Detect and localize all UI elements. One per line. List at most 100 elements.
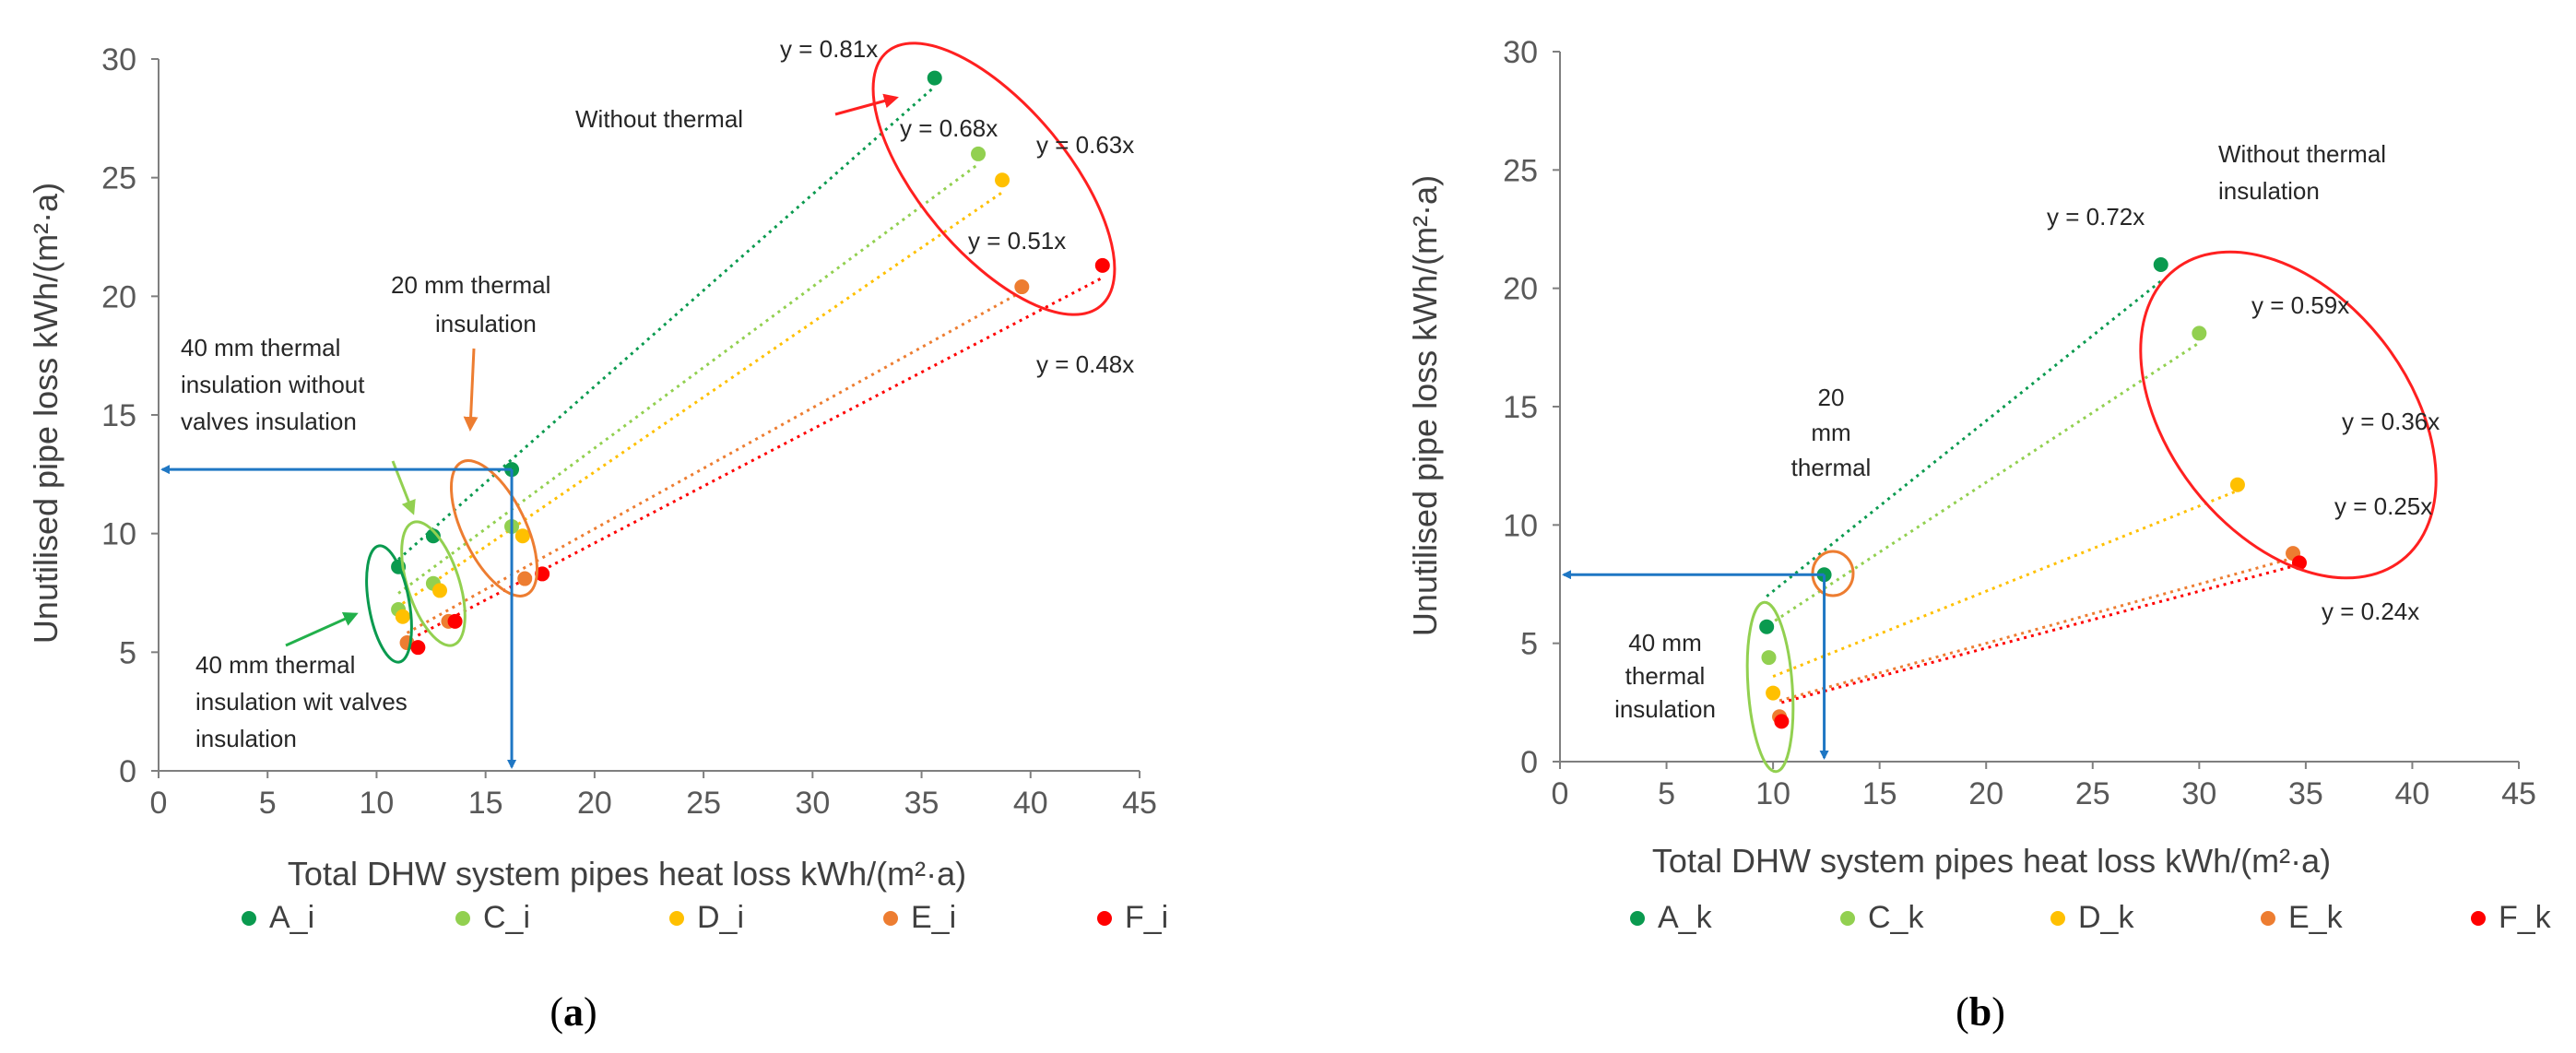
point-F_i xyxy=(1094,257,1110,273)
y-tick-label: 15 xyxy=(101,398,136,433)
trend-label-b-A: y = 0.72x xyxy=(2047,203,2145,231)
40mm-without-valves-label-a: insulation without xyxy=(181,371,365,398)
x-tick-label: 15 xyxy=(1862,776,1897,811)
legend-label-C_i: C_i xyxy=(483,900,530,935)
point-F_i xyxy=(535,566,550,582)
point-A_k xyxy=(1759,619,1775,634)
x-tick-label: 25 xyxy=(686,786,721,821)
trendline-D_i xyxy=(401,191,1003,605)
trend-label-a-A: y = 0.81x xyxy=(780,35,878,63)
trendlines-a xyxy=(397,85,1104,637)
x-tick-label: 5 xyxy=(259,786,277,821)
without-insulation-label-a: Without thermal xyxy=(575,105,743,133)
x-tick-label: 45 xyxy=(2501,776,2536,811)
legend-marker-D_i xyxy=(669,911,684,926)
20mm-insulation-label-b: 20 xyxy=(1818,384,1845,411)
x-tick-label: 10 xyxy=(1755,776,1790,811)
x-tick-label: 15 xyxy=(468,786,503,821)
trendline-F_i xyxy=(417,276,1104,637)
legend-a: A_i C_i D_i E_i F_i xyxy=(242,900,1168,935)
y-tick-label: 25 xyxy=(101,161,136,196)
y-axis-title-a: Unutilised pipe loss kWh/(m²·a) xyxy=(27,183,65,644)
y-tick-label: 15 xyxy=(1503,390,1538,425)
point-C_k xyxy=(2192,325,2207,341)
without-insulation-ellipse-b xyxy=(2139,250,2438,580)
point-D_i xyxy=(432,583,448,598)
legend-label-A_i: A_i xyxy=(269,900,314,935)
without-insulation-ellipse-a xyxy=(871,41,1117,316)
40mm-with-valves-label-a: 40 mm thermal xyxy=(195,651,355,679)
20mm-insulation-label-b: mm xyxy=(1811,419,1850,446)
point-D_k xyxy=(2229,477,2245,492)
x-tick-label: 40 xyxy=(1013,786,1048,821)
y-tick-label: 10 xyxy=(1503,508,1538,543)
y-tick-label: 0 xyxy=(119,754,136,789)
x-tick-label: 30 xyxy=(795,786,830,821)
without-insulation-label-b: Without thermal xyxy=(2218,140,2386,168)
point-D_i xyxy=(395,609,410,624)
legend-b: A_k C_k D_k E_k F_k xyxy=(1630,900,2552,935)
chart-panel-b: 0 5 10 15 20 25 30 35 40 45 0 5 10 15 20 25 30 Without t… xyxy=(1406,35,2552,1035)
40mm-without-valves-label-a: valves insulation xyxy=(181,408,357,435)
40mm-insulation-label-b: 40 mm xyxy=(1628,629,1701,657)
point-E_i xyxy=(1014,279,1030,295)
legend-label-E_k: E_k xyxy=(2288,900,2344,935)
x-tick-label: 35 xyxy=(904,786,939,821)
y-tick-label: 20 xyxy=(1503,272,1538,307)
data-points-a xyxy=(391,70,1110,656)
40mm-with-valves-label-a: insulation wit valves xyxy=(195,688,408,716)
reference-arrows-b xyxy=(1562,570,1829,760)
x-tick-label: 25 xyxy=(2075,776,2110,811)
40mm-without-valves-ellipse-a xyxy=(400,520,467,647)
legend-marker-D_k xyxy=(2050,911,2065,926)
x-tick-label: 0 xyxy=(1552,776,1569,811)
point-A_i xyxy=(425,528,441,544)
point-D_i xyxy=(995,172,1010,188)
trendline-A_k xyxy=(1766,279,2162,597)
panel-caption-b: (b) xyxy=(1956,989,2005,1035)
40mm-without-valves-label-a: 40 mm thermal xyxy=(181,334,340,361)
point-C_k xyxy=(1761,650,1777,666)
trendline-D_k xyxy=(1772,489,2239,678)
trend-label-b-E: y = 0.25x xyxy=(2334,492,2432,520)
trendline-E_i xyxy=(406,290,1023,634)
legend-marker-C_k xyxy=(1840,911,1855,926)
20mm-insulation-label-a: insulation xyxy=(435,310,537,337)
y-tick-label: 25 xyxy=(1503,153,1538,188)
axes-a: 0 5 10 15 20 25 30 35 40 45 0 5 10 15 20 25 30 xyxy=(101,42,1157,821)
legend-marker-F_k xyxy=(2471,911,2486,926)
y-axis-title-b: Unutilised pipe loss kWh/(m²·a) xyxy=(1406,175,1444,636)
40mm-with-valves-label-a: insulation xyxy=(195,725,297,752)
legend-marker-E_k xyxy=(2261,911,2275,926)
legend-label-F_k: F_k xyxy=(2499,900,2552,935)
trendline-E_k xyxy=(1778,556,2294,703)
trend-label-b-F: y = 0.24x xyxy=(2322,597,2419,625)
legend-marker-E_i xyxy=(883,911,898,926)
x-tick-label: 20 xyxy=(1968,776,2003,811)
legend-marker-A_i xyxy=(242,911,256,926)
y-tick-label: 5 xyxy=(119,635,136,670)
x-axis-title-a: Total DHW system pipes heat loss kWh/(m²… xyxy=(288,855,966,893)
legend-label-D_i: D_i xyxy=(697,900,744,935)
40mm-insulation-ellipse-b xyxy=(1745,600,1795,774)
reference-arrows-a xyxy=(160,465,517,769)
y-tick-label: 30 xyxy=(101,42,136,77)
40mm-insulation-label-b: thermal xyxy=(1625,662,1706,690)
x-tick-label: 10 xyxy=(360,786,395,821)
legend-label-D_k: D_k xyxy=(2078,900,2134,935)
20mm-insulation-label-b: thermal xyxy=(1791,454,1872,481)
legend-marker-C_i xyxy=(455,911,470,926)
40mm-insulation-label-b: insulation xyxy=(1614,695,1716,723)
trendline-C_i xyxy=(397,162,979,595)
x-axis-title-b: Total DHW system pipes heat loss kWh/(m²… xyxy=(1652,842,2331,880)
y-tick-label: 5 xyxy=(1520,627,1538,662)
20mm-insulation-arrow-a xyxy=(463,348,479,432)
legend-marker-A_k xyxy=(1630,911,1645,926)
without-insulation-arrow-a xyxy=(834,93,899,116)
point-D_i xyxy=(514,528,530,544)
x-tick-label: 20 xyxy=(577,786,612,821)
legend-label-C_k: C_k xyxy=(1868,900,1924,935)
trend-label-a-E: y = 0.51x xyxy=(968,227,1066,254)
point-A_k xyxy=(2153,257,2168,272)
